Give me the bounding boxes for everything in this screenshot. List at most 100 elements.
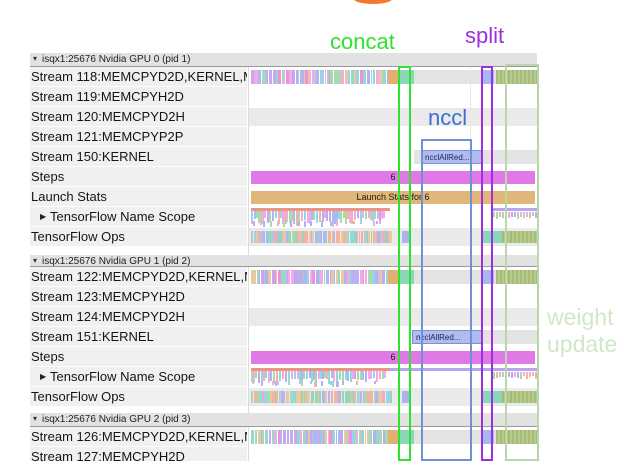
- trace-event[interactable]: [265, 270, 266, 284]
- name-scope-event[interactable]: [285, 371, 287, 382]
- name-scope-event[interactable]: [365, 211, 367, 219]
- name-scope-event[interactable]: [320, 371, 322, 379]
- trace-event[interactable]: [324, 270, 325, 284]
- trace-event[interactable]: [287, 430, 289, 444]
- trace-event[interactable]: [387, 270, 388, 284]
- name-scope-event[interactable]: [316, 211, 318, 223]
- name-scope-event[interactable]: [303, 371, 305, 379]
- trace-event[interactable]: [355, 430, 356, 444]
- name-scope-event[interactable]: [328, 371, 330, 384]
- trace-event[interactable]: [282, 231, 283, 243]
- name-scope-event[interactable]: [261, 381, 263, 386]
- trace-event[interactable]: [266, 270, 268, 284]
- trace-event[interactable]: [356, 430, 358, 444]
- name-scope-event[interactable]: [347, 371, 349, 381]
- name-scope-event[interactable]: [357, 211, 359, 218]
- name-scope-event[interactable]: [280, 211, 282, 218]
- trace-event[interactable]: [370, 270, 371, 284]
- name-scope-event[interactable]: [493, 212, 495, 217]
- trace-event[interactable]: [292, 70, 295, 84]
- trace-event[interactable]: [375, 270, 378, 284]
- trace-event[interactable]: [257, 391, 260, 403]
- trace-event[interactable]: [378, 231, 381, 243]
- trace-event[interactable]: [258, 231, 259, 243]
- name-scope-event[interactable]: [493, 372, 495, 379]
- trace-event[interactable]: [262, 231, 263, 243]
- trace-event[interactable]: [364, 231, 367, 243]
- name-scope-event[interactable]: [499, 212, 501, 217]
- trace-event[interactable]: [304, 70, 305, 84]
- trace-event[interactable]: [334, 231, 335, 243]
- trace-event[interactable]: [354, 270, 357, 284]
- trace-event[interactable]: [334, 270, 335, 284]
- name-scope-event[interactable]: [332, 381, 334, 387]
- name-scope-event[interactable]: [502, 372, 504, 377]
- trace-event[interactable]: [324, 430, 325, 444]
- trace-event[interactable]: [368, 231, 370, 243]
- name-scope-event[interactable]: [326, 371, 328, 379]
- trace-event[interactable]: [276, 430, 277, 444]
- trace-event[interactable]: [379, 391, 382, 403]
- name-scope-event[interactable]: [324, 211, 326, 218]
- trace-event[interactable]: [382, 70, 383, 84]
- trace-event[interactable]: [389, 391, 390, 403]
- trace-event[interactable]: [251, 70, 254, 84]
- trace-event[interactable]: [315, 391, 318, 403]
- trace-event[interactable]: [303, 270, 304, 284]
- name-scope-event[interactable]: [345, 371, 347, 380]
- trace-event[interactable]: [379, 70, 382, 84]
- trace-event[interactable]: [351, 70, 354, 84]
- trace-event[interactable]: [371, 70, 372, 84]
- trace-event[interactable]: [325, 70, 326, 84]
- trace-event[interactable]: [377, 231, 378, 243]
- trace-event[interactable]: [376, 70, 379, 84]
- trace-event[interactable]: [280, 391, 281, 403]
- trace-event[interactable]: [339, 231, 340, 243]
- trace-event[interactable]: [378, 270, 379, 284]
- name-scope-event[interactable]: [326, 211, 328, 221]
- name-scope-event[interactable]: [252, 381, 254, 384]
- name-scope-event[interactable]: [275, 381, 277, 386]
- name-scope-event[interactable]: [357, 371, 359, 380]
- name-scope-event[interactable]: [276, 371, 278, 381]
- name-scope-event[interactable]: [278, 221, 280, 224]
- trace-event[interactable]: [264, 270, 265, 284]
- trace-event[interactable]: [371, 430, 372, 444]
- trace-event[interactable]: [282, 70, 284, 84]
- name-scope-event[interactable]: [383, 211, 385, 218]
- name-scope-event[interactable]: [270, 371, 272, 381]
- trace-event[interactable]: [402, 391, 411, 403]
- trace-event[interactable]: [386, 391, 389, 403]
- trace-event[interactable]: [325, 430, 327, 444]
- trace-event[interactable]: [327, 70, 329, 84]
- trace-event[interactable]: [274, 270, 276, 284]
- trace-event[interactable]: [257, 70, 258, 84]
- trace-event[interactable]: [356, 70, 358, 84]
- trace-event[interactable]: [251, 270, 254, 284]
- trace-event[interactable]: [307, 270, 309, 284]
- name-scope-event[interactable]: [336, 371, 338, 381]
- name-scope-event[interactable]: [272, 381, 274, 385]
- trace-event[interactable]: [276, 231, 277, 243]
- name-scope-event[interactable]: [514, 372, 516, 377]
- trace-event[interactable]: [382, 231, 385, 243]
- trace-event[interactable]: [329, 70, 330, 84]
- trace-event[interactable]: [373, 430, 376, 444]
- name-scope-event[interactable]: [314, 381, 316, 387]
- trace-event[interactable]: [376, 430, 379, 444]
- trace-event[interactable]: [263, 231, 265, 243]
- name-scope-event[interactable]: [253, 371, 255, 383]
- trace-event[interactable]: [336, 430, 337, 444]
- trace-event[interactable]: [373, 231, 375, 243]
- nccl-allreduce-bar[interactable]: ncclAllRed...: [412, 330, 483, 344]
- trace-event[interactable]: [272, 430, 274, 444]
- trace-event[interactable]: [276, 391, 278, 403]
- trace-event[interactable]: [274, 430, 276, 444]
- name-scope-event[interactable]: [330, 381, 332, 385]
- trace-event[interactable]: [378, 391, 379, 403]
- name-scope-event[interactable]: [288, 381, 290, 385]
- trace-event[interactable]: [335, 391, 338, 403]
- name-scope-event[interactable]: [374, 381, 376, 384]
- name-scope-event[interactable]: [336, 221, 338, 226]
- launch-stats-bar[interactable]: [251, 191, 535, 204]
